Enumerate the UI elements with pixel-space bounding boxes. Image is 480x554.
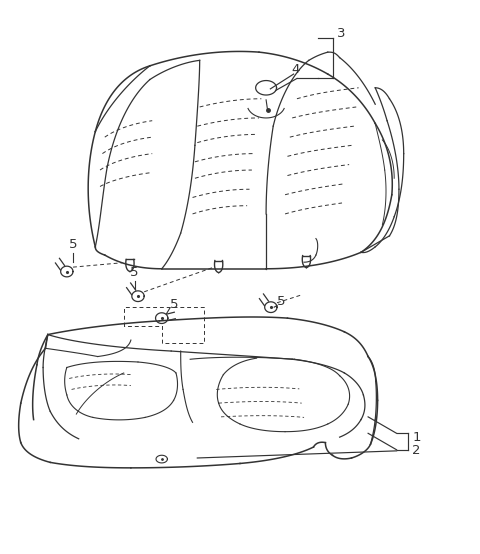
Text: 5: 5 <box>131 266 139 279</box>
Text: 4: 4 <box>291 63 300 76</box>
Text: 2: 2 <box>412 444 421 458</box>
Text: 3: 3 <box>337 27 346 40</box>
Text: 5: 5 <box>69 238 77 250</box>
Text: 5: 5 <box>170 298 178 311</box>
Text: 1: 1 <box>412 430 421 444</box>
Text: 5: 5 <box>277 295 286 308</box>
